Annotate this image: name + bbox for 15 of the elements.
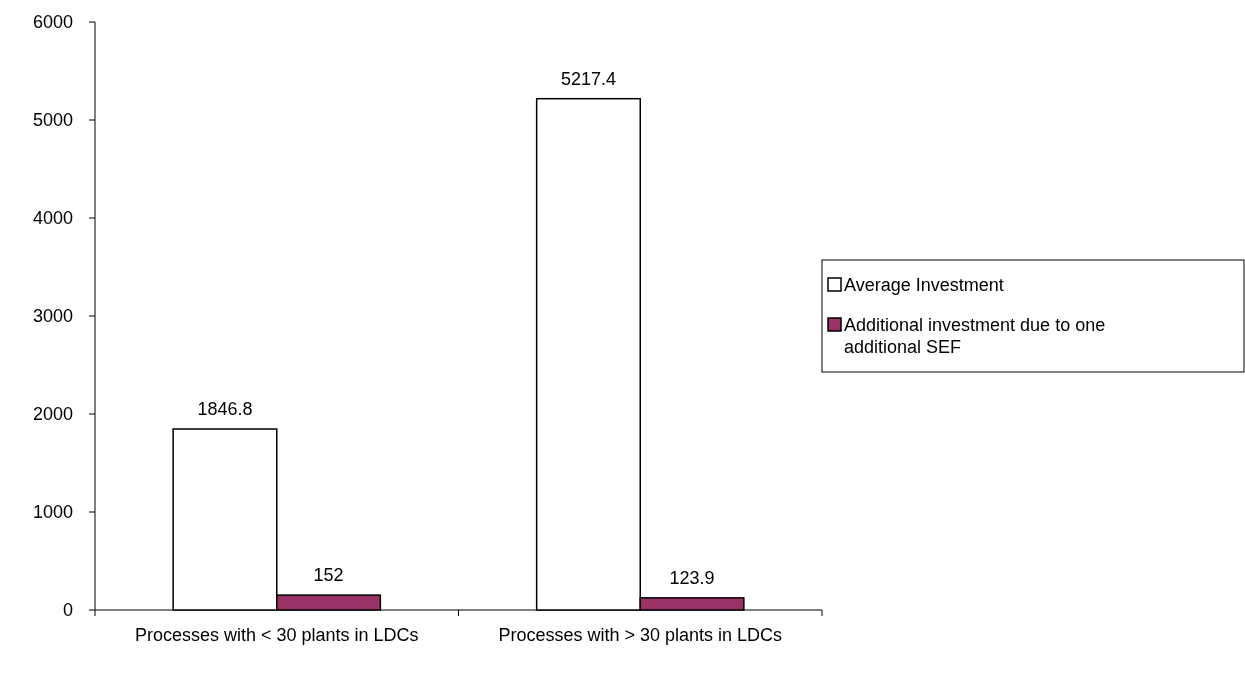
y-tick-label: 5000 [32, 110, 73, 130]
x-tick-label: Processes with > 30 plants in LDCs [498, 625, 783, 645]
legend-label: Additional investment due to one additional SEF [844, 315, 1106, 357]
y-tick-label: 6000 [32, 12, 73, 32]
data-label: 1846.8 [197, 399, 253, 420]
y-tick-label: 1000 [32, 502, 73, 522]
data-label: 123.9 [669, 567, 715, 588]
x-tick-label: Processes with < 30 plants in LDCs [134, 625, 419, 645]
y-tick-label: 0 [62, 600, 73, 620]
y-tick-label: 3000 [32, 306, 73, 326]
y-tick-label: 4000 [32, 208, 73, 228]
legend-label: Average Investment [844, 275, 1004, 295]
y-tick-label: 2000 [32, 404, 73, 424]
data-label: 5217.4 [560, 68, 616, 89]
data-label: 152 [313, 565, 344, 586]
